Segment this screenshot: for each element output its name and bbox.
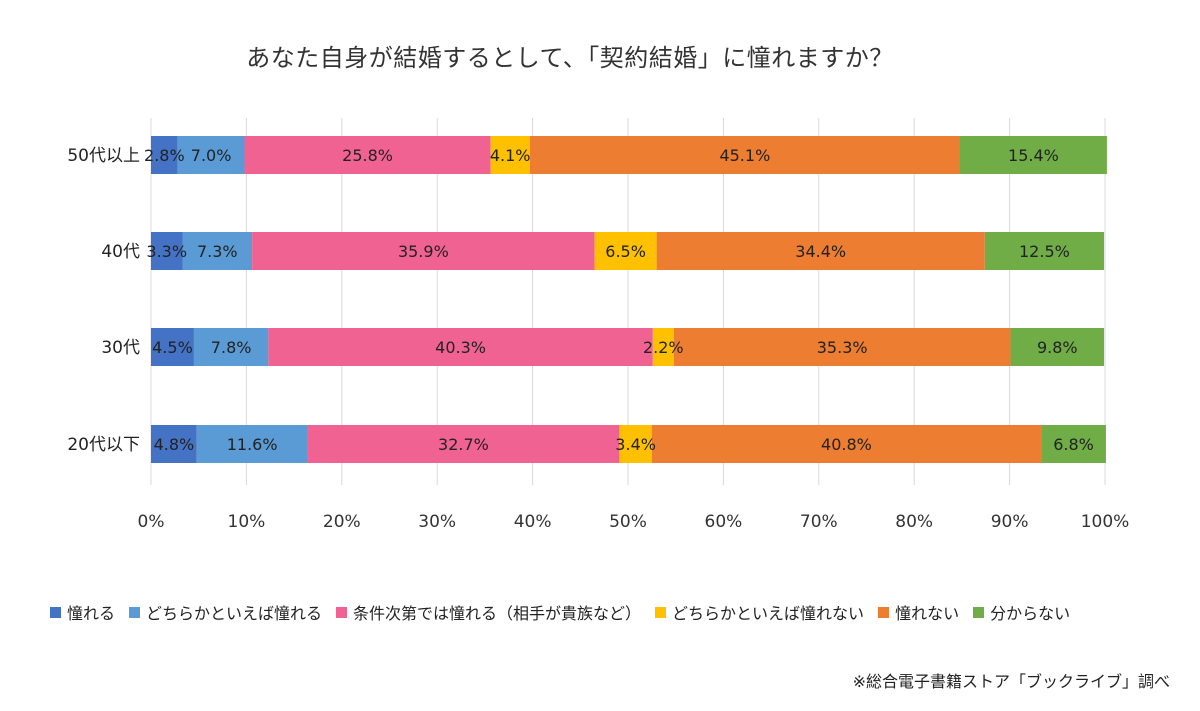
category-label: 20代以下 [67,435,140,455]
x-tick-label: 80% [895,512,933,532]
bar-segment [244,136,491,174]
bar-segment [151,136,178,174]
x-tick-label: 70% [800,512,838,532]
x-tick-label: 50% [609,512,647,532]
x-tick-label: 10% [228,512,266,532]
bar-segment [196,425,308,463]
source-note: ※総合電子書籍ストア「ブックライブ」調べ [852,672,1170,691]
legend-item: どちらかといえば憧れない [655,600,864,624]
legend-label: 分からない [990,604,1071,623]
data-label: 3.4% [615,435,656,454]
data-label: 12.5% [1019,242,1070,261]
data-label: 3.3% [146,242,187,261]
bar-segment [1041,425,1106,463]
bar-segment [619,425,652,463]
legend-item: 条件次第では憧れる（相手が貴族など） [336,600,641,624]
x-tick-label: 40% [514,512,552,532]
legend-swatch [973,606,985,618]
bar-segment [193,328,269,366]
data-labels: 2.8% 7.0% 25.8% 4.1% 45.1% 15.4% 3.3% 7.3% 35.9%… [144,146,1094,454]
data-label: 11.6% [227,435,278,454]
data-label: 32.7% [438,435,489,454]
x-tick-label: 100% [1081,512,1130,532]
legend-label: どちらかといえば憧れる [146,604,323,623]
legend-item: どちらかといえば憧れる [129,600,322,624]
legend-swatch [878,606,890,618]
data-label: 45.1% [719,146,770,165]
legend-item: 分からない [973,600,1070,624]
bars [151,136,1107,463]
bar-segment [268,328,653,366]
bar-segment [651,425,1042,463]
category-label: 40代 [101,242,140,262]
bar-segment [984,232,1105,270]
bar-segment [529,136,960,174]
legend-label: 条件次第では憧れる（相手が貴族など） [353,604,642,623]
legend-item: 憧れない [878,600,959,624]
gridlines [150,118,1106,485]
data-label: 15.4% [1008,146,1059,165]
bar-segment [151,328,194,366]
bar-segment [151,232,183,270]
x-tick-label: 90% [991,512,1029,532]
bar-segment [652,328,674,366]
legend-label: 憧れる [67,604,116,623]
chart-title: あなた自身が結婚するとして、「契約結婚」に憧れますか？ [246,44,894,72]
category-label: 30代 [101,338,140,358]
bar-segment [959,136,1107,174]
x-tick-label: 0% [138,512,165,532]
data-label: 9.8% [1037,338,1078,357]
legend-item: 憧れる [50,600,115,624]
legend-swatch [336,606,348,618]
data-label: 4.1% [490,146,531,165]
data-label: 35.9% [398,242,449,261]
bar-segment [656,232,985,270]
x-tick-label: 30% [418,512,456,532]
data-label: 6.5% [605,242,646,261]
data-label: 7.3% [197,242,238,261]
legend-label: どちらかといえば憧れない [672,604,865,623]
legend-swatch [50,606,61,618]
data-label: 2.2% [643,338,684,357]
data-label: 2.8% [144,146,185,165]
bar-segment [151,425,197,463]
data-label: 7.0% [191,146,232,165]
data-label: 25.8% [342,146,393,165]
data-label: 6.8% [1053,435,1094,454]
bar-segment [182,232,253,270]
bar-segment [1010,328,1105,366]
data-label: 34.4% [795,242,846,261]
axis-labels: 0% 10% 20% 30% 40% 50% 60% 70% 80% 90% 100% 50代以上 40… [67,146,1129,532]
bar-segment [177,136,245,174]
data-label: 7.8% [211,338,252,357]
legend-label: 憧れない [895,604,960,623]
data-label: 40.3% [435,338,486,357]
bar-segment [594,232,657,270]
data-label: 40.8% [821,435,872,454]
bar-segment [490,136,530,174]
data-label: 4.8% [154,435,195,454]
legend-swatch [655,606,667,618]
bar-segment [673,328,1011,366]
data-label: 35.3% [817,338,868,357]
category-label: 50代以上 [67,146,140,166]
x-tick-label: 60% [705,512,743,532]
legend: 憧れる どちらかといえば憧れる 条件次第では憧れる（相手が貴族など） どちらかといえば… [50,600,1070,624]
legend-swatch [129,606,141,618]
x-tick-label: 20% [323,512,361,532]
bar-segment [307,425,620,463]
bar-segment [252,232,595,270]
data-label: 4.5% [152,338,193,357]
